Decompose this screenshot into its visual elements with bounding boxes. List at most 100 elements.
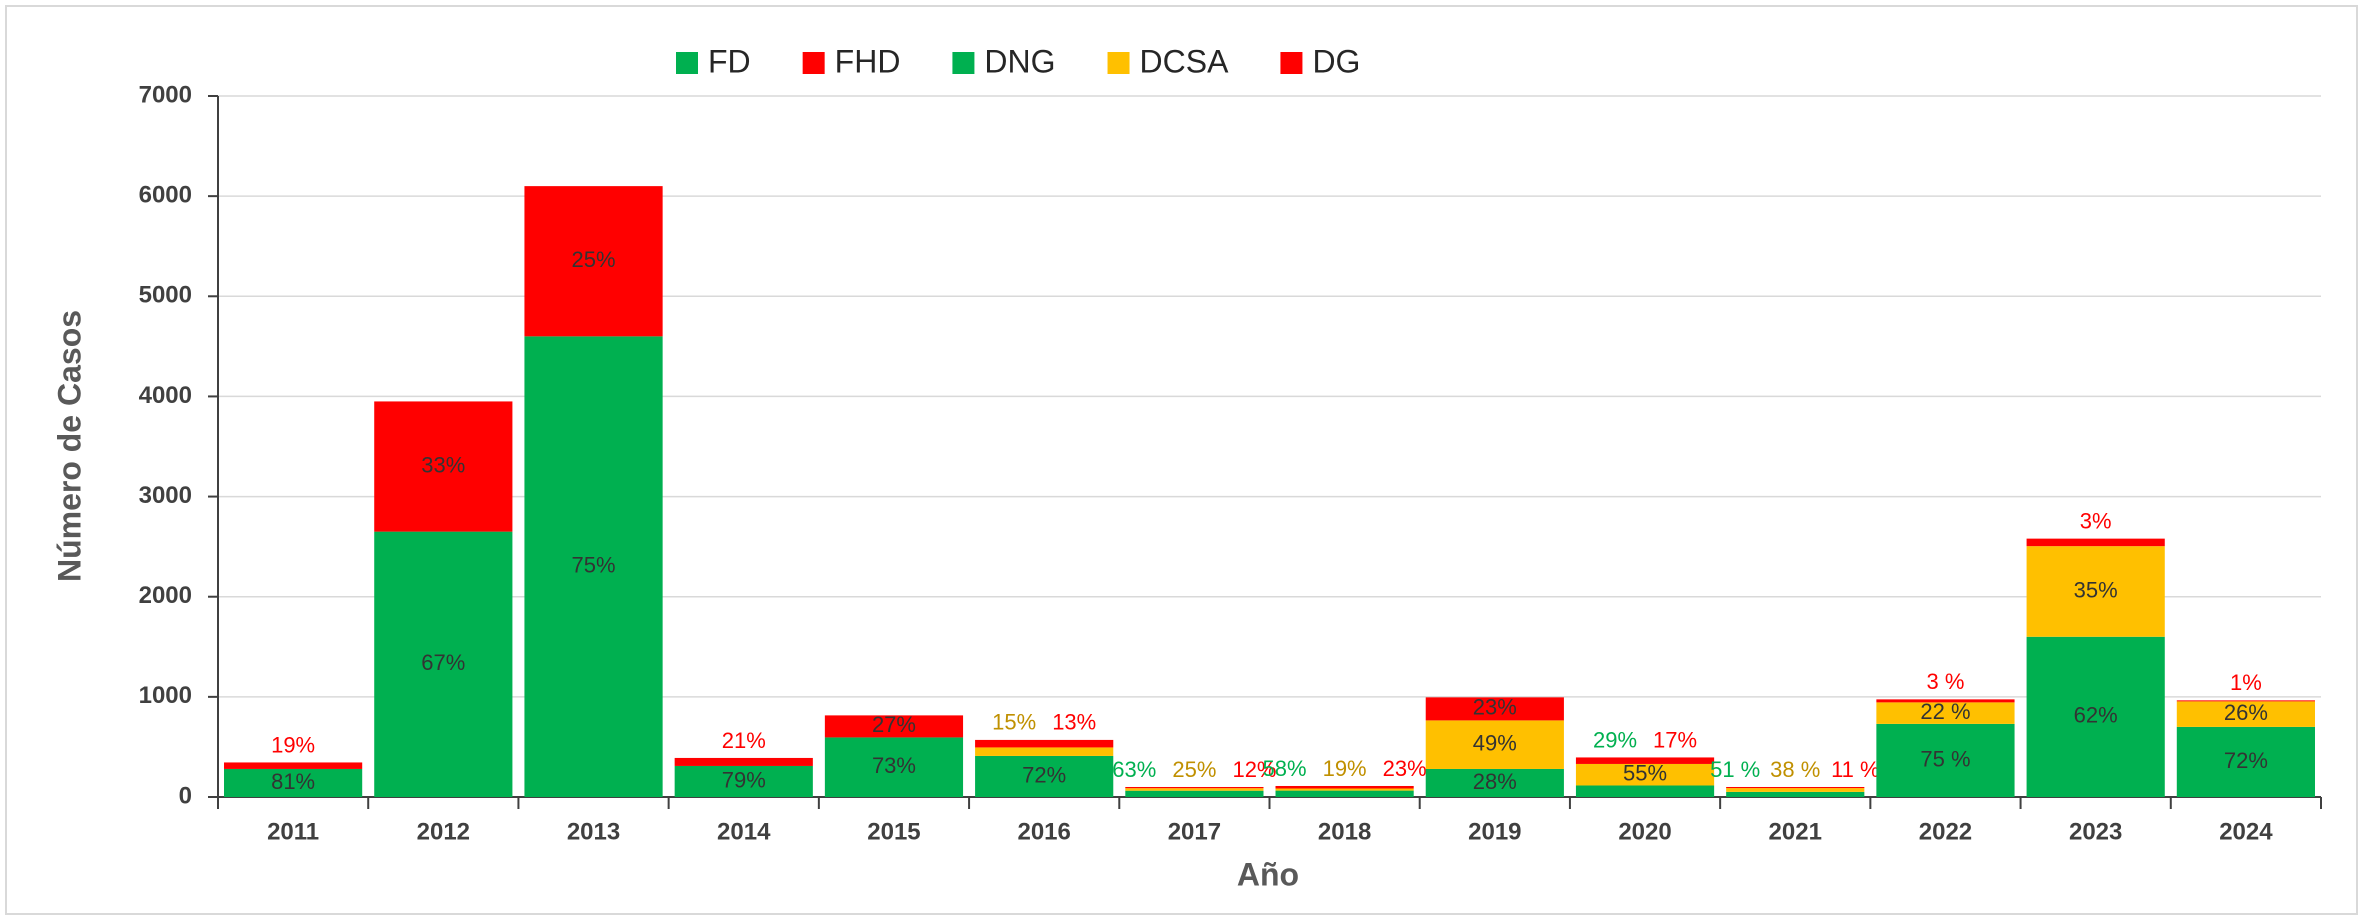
bar-segment: [1726, 791, 1865, 797]
share-label: 49%: [1473, 730, 1517, 755]
legend-label: FHD: [835, 43, 901, 79]
y-tick-label: 4000: [139, 382, 192, 409]
x-tick-label: 2020: [1618, 818, 1671, 845]
legend-label: DG: [1312, 43, 1360, 79]
share-label: 23%: [1473, 695, 1517, 720]
bar-segment: [374, 401, 513, 532]
x-tick-label: 2019: [1468, 818, 1521, 845]
x-tick-label: 2011: [267, 818, 319, 845]
legend-label: DNG: [984, 43, 1055, 79]
legend-label: DCSA: [1140, 43, 1230, 79]
bar-segment: [1425, 720, 1564, 769]
legend-swatch: [676, 52, 698, 74]
share-label: 38 %: [1770, 757, 1820, 782]
y-tick-label: 2000: [139, 582, 192, 609]
legend-swatch: [1280, 52, 1303, 74]
share-label: 22 %: [1920, 699, 1970, 724]
share-label: 63%: [1112, 757, 1156, 782]
bar-segment: [1726, 788, 1865, 792]
legend-swatch: [952, 52, 975, 74]
bar-segment: [674, 765, 813, 797]
bar-segment: [1726, 786, 1865, 789]
share-label: 13%: [1052, 710, 1096, 735]
share-label: 25%: [572, 247, 616, 272]
bar-segment: [975, 747, 1114, 756]
bar-segment: [1575, 757, 1715, 764]
share-label: 3%: [2080, 508, 2112, 533]
bar-segment: [2176, 700, 2315, 702]
y-tick-label: 7000: [139, 81, 192, 108]
x-tick-label: 2024: [2219, 818, 2273, 845]
bar-segment: [1575, 785, 1715, 797]
bar-segment: [1575, 763, 1715, 786]
bar-segment: [1125, 788, 1264, 791]
share-label: 79%: [722, 767, 766, 792]
bar-segment: [975, 755, 1114, 797]
share-label: 81%: [271, 769, 315, 794]
x-tick-label: 2022: [1919, 818, 1972, 845]
bar-segment: [674, 757, 813, 766]
bar-segment: [1125, 790, 1264, 797]
share-label: 72%: [1022, 762, 1066, 787]
bar-segment: [374, 531, 513, 797]
share-label: 23%: [1383, 756, 1427, 781]
bar-segment: [1425, 768, 1564, 797]
bar-segment: [524, 186, 663, 337]
x-tick-label: 2014: [717, 818, 771, 845]
y-tick-label: 5000: [139, 282, 192, 309]
share-label: 73%: [872, 753, 916, 778]
x-tick-label: 2021: [1769, 818, 1822, 845]
share-label: 15%: [992, 710, 1036, 735]
share-label: 58%: [1262, 756, 1306, 781]
share-label: 75 %: [1920, 746, 1970, 771]
share-label: 17%: [1653, 727, 1697, 752]
x-tick-label: 2023: [2069, 818, 2122, 845]
bar-segment: [1275, 785, 1414, 789]
x-tick-label: 2018: [1318, 818, 1371, 845]
share-label: 33%: [421, 452, 465, 477]
y-tick-label: 6000: [139, 181, 192, 208]
y-tick-label: 3000: [139, 482, 192, 509]
share-label: 67%: [421, 650, 465, 675]
legend-swatch: [1107, 52, 1130, 74]
share-label: 55%: [1623, 761, 1667, 786]
x-tick-label: 2012: [417, 818, 470, 845]
share-label: 3 %: [1927, 669, 1965, 694]
bar-segment: [824, 737, 964, 797]
share-label: 25%: [1172, 757, 1216, 782]
share-label: 29%: [1593, 727, 1637, 752]
share-label: 12%: [1232, 757, 1276, 782]
bar-segment: [1876, 723, 2015, 797]
share-label: 21%: [722, 728, 766, 753]
share-label: 62%: [2074, 703, 2118, 728]
share-label: 75%: [572, 552, 616, 577]
legend-label: FD: [708, 43, 751, 79]
bar-segment: [224, 768, 363, 797]
x-tick-label: 2015: [867, 818, 920, 845]
y-tick-label: 1000: [139, 682, 192, 709]
share-label: 35%: [2074, 577, 2118, 602]
share-label: 51 %: [1710, 757, 1760, 782]
share-label: 19%: [271, 732, 315, 757]
bar-segment: [1275, 788, 1414, 791]
share-label: 28%: [1473, 769, 1517, 794]
bar-segment: [2026, 538, 2165, 547]
bar-segment: [975, 739, 1114, 748]
bar-segment: [2176, 726, 2315, 797]
y-axis-title: Número de Casos: [51, 310, 87, 582]
bar-segment: [1425, 697, 1564, 721]
x-tick-label: 2013: [567, 818, 620, 845]
y-tick-label: 0: [179, 782, 192, 809]
bar-segment: [2026, 636, 2165, 797]
share-label: 26%: [2224, 700, 2268, 725]
share-label: 1%: [2230, 670, 2262, 695]
share-label: 19%: [1323, 756, 1367, 781]
legend-swatch: [802, 52, 825, 74]
bar-segment: [2176, 701, 2315, 727]
bar-segment: [1275, 790, 1414, 797]
x-tick-label: 2016: [1017, 818, 1070, 845]
bar-segment: [824, 715, 964, 738]
bar-segment: [1876, 702, 2015, 724]
x-tick-label: 2017: [1168, 818, 1221, 845]
